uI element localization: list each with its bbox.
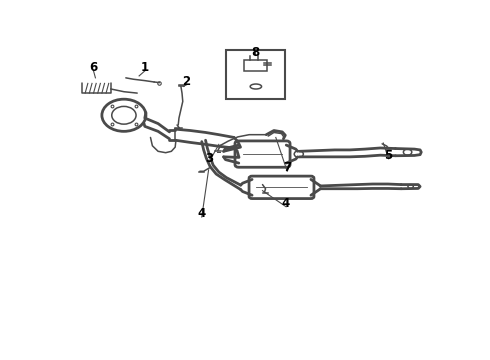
Text: 3: 3 [205,152,214,165]
Text: 7: 7 [283,161,291,175]
Text: 5: 5 [385,149,392,162]
Bar [245,59,267,71]
Text: 1: 1 [141,61,149,74]
Text: 6: 6 [89,61,98,74]
Text: 8: 8 [251,46,259,59]
Text: 2: 2 [182,75,191,88]
Text: 4: 4 [197,207,206,220]
Bar [226,50,285,99]
Text: 4: 4 [282,197,290,210]
